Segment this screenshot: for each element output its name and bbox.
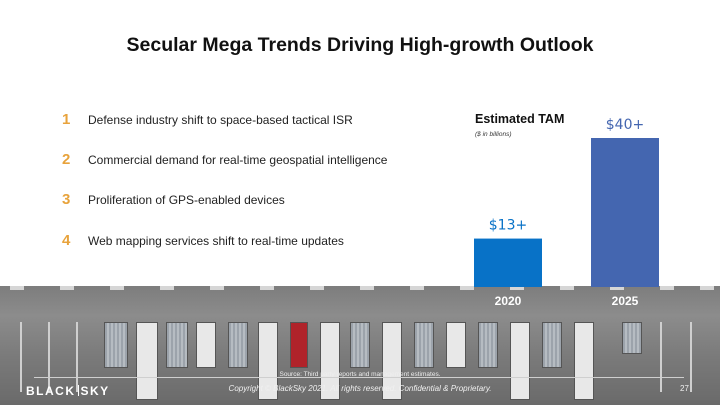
logo-text-left: BLACK: [26, 384, 76, 398]
tick-label-2020: 2020: [495, 294, 522, 308]
lane-mark: [160, 286, 174, 290]
trailer: [136, 322, 158, 400]
background-photo: [0, 286, 720, 405]
trailer: [196, 322, 216, 368]
trend-number: 4: [62, 232, 71, 249]
trend-item-4: 4 Web mapping services shift to real-tim…: [62, 232, 344, 249]
logo-text-right: SKY: [80, 384, 110, 398]
lane-mark: [660, 286, 674, 290]
trend-number: 3: [62, 191, 71, 208]
trailer: [166, 322, 188, 368]
trailer: [104, 322, 128, 368]
chart-title: Estimated TAM: [475, 112, 565, 126]
parking-stripe: [20, 322, 22, 392]
trend-text: Web mapping services shift to real-time …: [88, 233, 344, 248]
copyright-notice: Copyright © BlackSky 2021. All rights re…: [228, 384, 492, 393]
trailer: [446, 322, 466, 368]
trend-text: Proliferation of GPS-enabled devices: [88, 192, 285, 207]
footer-divider: [34, 377, 684, 378]
trailer: [290, 322, 308, 368]
trailer: [258, 322, 278, 400]
lane-mark: [700, 286, 714, 290]
lane-mark: [260, 286, 274, 290]
lane-mark: [110, 286, 124, 290]
lane-mark: [610, 286, 624, 290]
trailer: [478, 322, 498, 368]
parking-stripe: [690, 322, 692, 392]
lane-mark: [410, 286, 424, 290]
bar-2020: [474, 238, 542, 287]
trend-number: 2: [62, 151, 71, 168]
data-label-2020: $13+: [489, 218, 527, 234]
blacksky-logo: BLACK SKY: [26, 384, 110, 398]
trend-item-3: 3 Proliferation of GPS-enabled devices: [62, 191, 285, 208]
trailer: [574, 322, 594, 400]
bar-2025: [591, 138, 659, 287]
lane-mark: [60, 286, 74, 290]
trailer: [382, 322, 402, 400]
trailer: [350, 322, 370, 368]
parking-stripe: [48, 322, 50, 392]
trend-number: 1: [62, 111, 71, 128]
page-number: 27: [680, 384, 689, 393]
trailer: [542, 322, 562, 368]
data-label-2025: $40+: [606, 117, 644, 133]
parking-stripe: [76, 322, 78, 392]
trend-item-2: 2 Commercial demand for real-time geospa…: [62, 151, 387, 168]
lane-mark: [360, 286, 374, 290]
lane-mark: [510, 286, 524, 290]
tick-label-2025: 2025: [612, 294, 639, 308]
parking-stripe: [660, 322, 662, 392]
logo-divider: [77, 385, 79, 396]
lane-mark: [310, 286, 324, 290]
trend-item-1: 1 Defense industry shift to space-based …: [62, 111, 353, 128]
trailer: [510, 322, 530, 400]
lane-mark: [460, 286, 474, 290]
trailer: [320, 322, 340, 400]
lane-mark: [10, 286, 24, 290]
lane-mark: [560, 286, 574, 290]
trailer: [228, 322, 248, 368]
lane-mark: [210, 286, 224, 290]
page-title: Secular Mega Trends Driving High-growth …: [126, 34, 594, 56]
trailer: [414, 322, 434, 368]
trend-text: Commercial demand for real-time geospati…: [88, 152, 388, 167]
source-note: Source: Third party reports and manageme…: [279, 371, 441, 378]
trailer: [622, 322, 642, 354]
trend-text: Defense industry shift to space-based ta…: [88, 112, 353, 127]
chart-subtitle: ($ in billions): [475, 131, 512, 138]
